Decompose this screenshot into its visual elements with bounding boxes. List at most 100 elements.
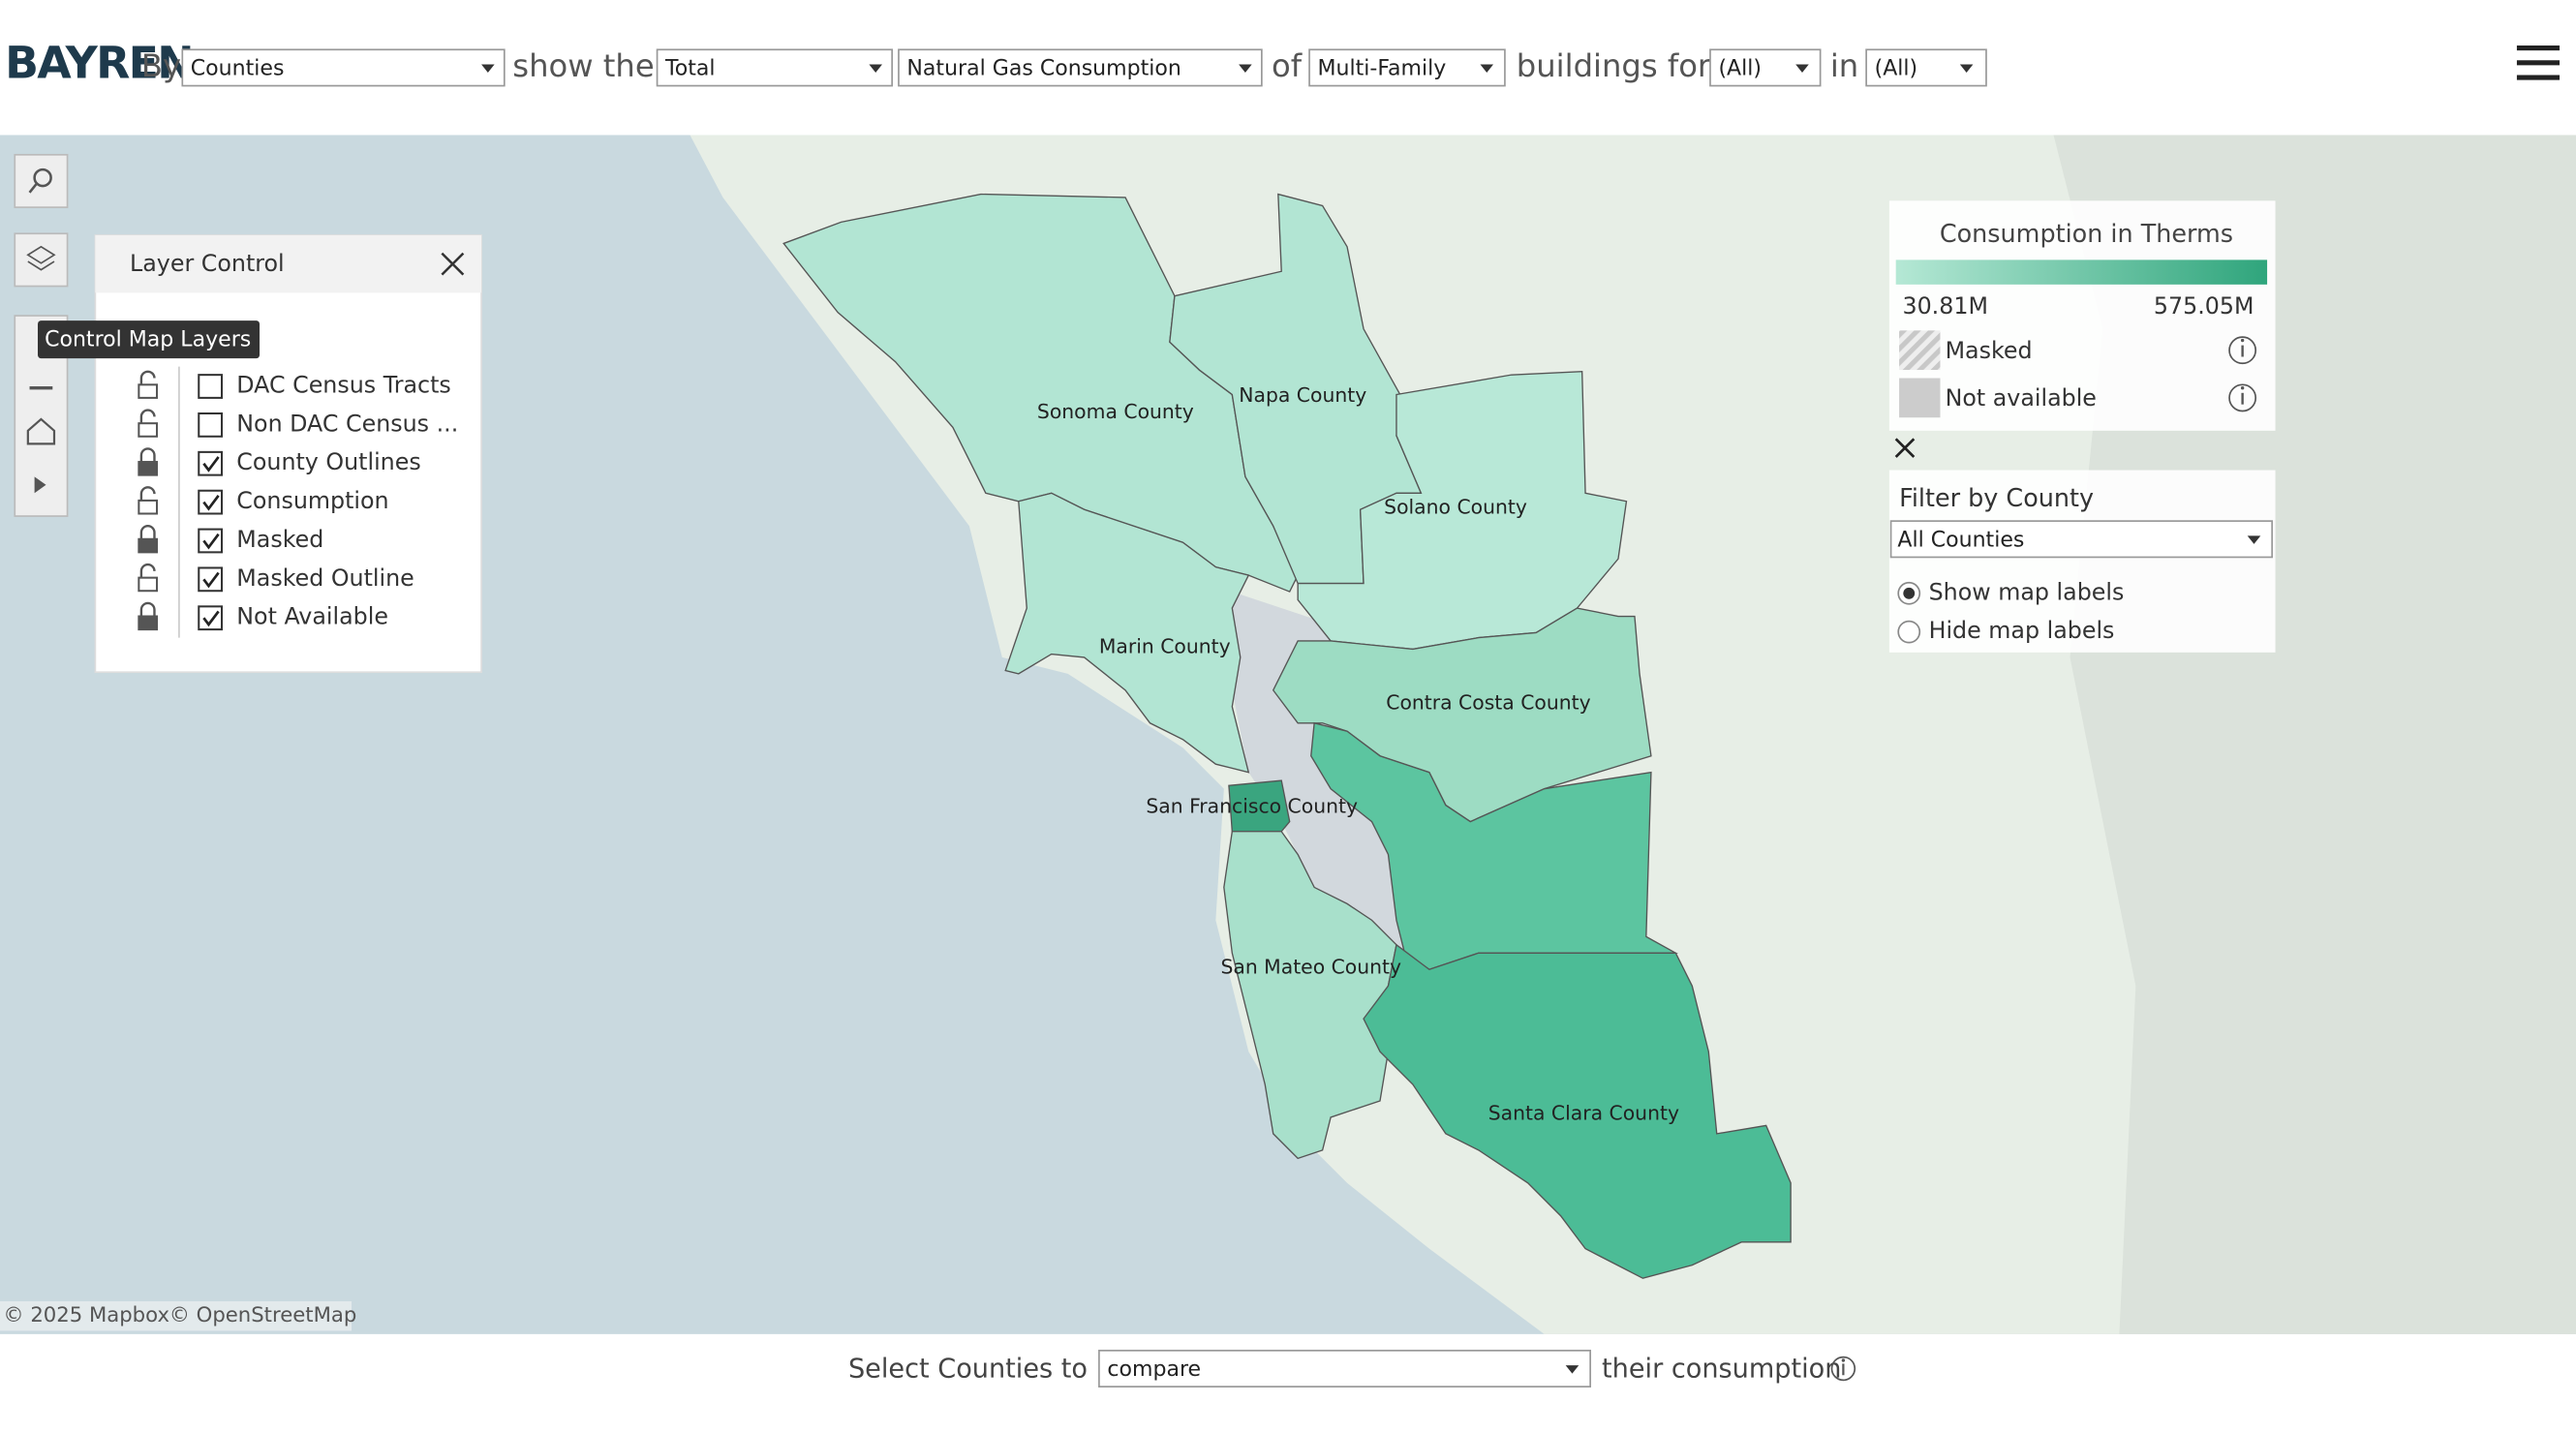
checkbox-box	[198, 489, 224, 515]
layer-name: Not Available	[236, 603, 388, 630]
play-button[interactable]	[34, 476, 46, 494]
checkbox[interactable]	[198, 489, 224, 515]
unlock-icon[interactable]	[138, 486, 159, 515]
lock-icon[interactable]	[138, 601, 159, 631]
county-contra-costa[interactable]	[1272, 607, 1652, 823]
info-icon[interactable]	[1830, 1356, 1856, 1382]
checkmark	[202, 495, 220, 511]
county-label: Santa Clara County	[1488, 1102, 1679, 1125]
layer-panel-title: Layer Control	[130, 250, 285, 277]
layer-name: Masked	[236, 526, 323, 553]
info-icon[interactable]	[2228, 383, 2257, 412]
header-text: of	[1272, 47, 1303, 84]
layer-name: County Outlines	[236, 448, 420, 475]
lock-body	[138, 576, 159, 593]
dropdown-arrow	[1480, 64, 1494, 73]
map-terrain	[2053, 135, 2576, 1334]
lock-body	[138, 383, 159, 399]
unlock-icon[interactable]	[138, 563, 159, 593]
lock-shackle	[139, 525, 156, 539]
attribution[interactable]: © OpenStreetMap	[169, 1302, 357, 1326]
lock-body	[138, 499, 159, 515]
checkbox[interactable]	[198, 605, 224, 631]
dropdown-arrow	[1959, 64, 1974, 73]
lock-shackle	[139, 370, 156, 385]
county-marin[interactable]	[1004, 492, 1250, 774]
layer-name: Non DAC Census ...	[236, 410, 458, 437]
dropdown-arrow	[869, 64, 882, 73]
logo: BAYREN	[5, 37, 193, 89]
close-button[interactable]	[441, 252, 465, 276]
footer-label: Select Counties to	[848, 1355, 1088, 1385]
checkmark	[202, 571, 220, 589]
radio[interactable]	[1897, 581, 1921, 605]
dropdown-value: All Counties	[1897, 528, 2024, 552]
dropdown[interactable]: Total	[656, 48, 894, 87]
header-text: show the	[512, 47, 654, 84]
dropdown[interactable]: (All)	[1709, 48, 1822, 87]
lock-body	[138, 422, 159, 438]
county-label: Solano County	[1384, 496, 1527, 519]
checkmark	[202, 456, 220, 473]
layer-name: Consumption	[236, 487, 388, 514]
layer-list: DAC Census Tracts Non DAC Census ... Count…	[138, 370, 458, 631]
checkbox[interactable]	[198, 566, 224, 593]
county-santa-clara[interactable]	[1363, 943, 1792, 1279]
checkbox[interactable]	[198, 412, 224, 438]
county-sonoma[interactable]	[782, 193, 1299, 593]
checkbox[interactable]	[198, 374, 224, 399]
header-text: in	[1830, 47, 1858, 84]
filter-title: Filter by County	[1899, 483, 2094, 512]
lock-shackle	[139, 447, 156, 463]
info-icon[interactable]	[2228, 336, 2257, 365]
checkbox[interactable]	[198, 528, 224, 554]
county-label: San Francisco County	[1146, 794, 1358, 817]
county-label: San Mateo County	[1220, 956, 1401, 979]
layers-button[interactable]	[14, 232, 69, 288]
lock-shackle	[139, 409, 156, 424]
radio-group: Show map labels Hide map labels	[1897, 578, 2124, 644]
checkbox-box	[198, 566, 224, 593]
masked-swatch	[1899, 330, 1941, 371]
lock-icon[interactable]	[138, 525, 159, 554]
dropdown-arrow	[481, 64, 495, 73]
checkmark	[202, 533, 220, 550]
home-button[interactable]	[26, 417, 56, 445]
lock-icon[interactable]	[138, 447, 159, 476]
checkbox-box	[198, 412, 224, 438]
county-labels: Sonoma County Napa County Solano County …	[1037, 383, 1679, 1124]
lock-body	[138, 615, 159, 631]
menu-button[interactable]	[2513, 43, 2561, 83]
dropdown-arrow	[1239, 64, 1252, 73]
lock-shackle	[139, 601, 156, 617]
county-san-francisco[interactable]	[1228, 779, 1291, 833]
county-label: Sonoma County	[1037, 400, 1194, 423]
lock-shackle	[139, 486, 156, 501]
checkmark	[202, 610, 220, 627]
dropdown-value: Counties	[191, 57, 285, 81]
attribution[interactable]: © 2025 Mapbox	[3, 1302, 169, 1326]
dropdown[interactable]: All Counties	[1889, 520, 2274, 559]
dropdown[interactable]: (All)	[1865, 48, 1987, 87]
dropdown[interactable]: Natural Gas Consumption	[898, 48, 1263, 87]
radio-label: Hide map labels	[1929, 617, 2115, 644]
layer-panel-header	[95, 234, 482, 293]
search-button[interactable]	[14, 153, 69, 208]
checkbox[interactable]	[198, 450, 224, 476]
dropdown-arrow	[2247, 535, 2261, 544]
lock-body	[138, 461, 159, 476]
radio[interactable]	[1897, 620, 1921, 644]
county-san-mateo[interactable]	[1223, 831, 1397, 1160]
close-button[interactable]	[1894, 438, 1916, 458]
dropdown[interactable]: compare	[1098, 1349, 1591, 1387]
dropdown[interactable]: Multi-Family	[1308, 48, 1506, 87]
unlock-icon[interactable]	[138, 409, 159, 438]
footer-label: their consumption	[1602, 1355, 1841, 1385]
header-text: buildings for	[1517, 47, 1711, 84]
unlock-icon[interactable]	[138, 370, 159, 399]
dropdown[interactable]: Counties	[181, 48, 506, 87]
dropdown-value: (All)	[1718, 57, 1762, 81]
tooltip: Control Map Layers	[38, 320, 261, 359]
filter: Filter by County All Counties Show map l…	[1888, 470, 2276, 653]
legend-panel	[1888, 200, 2276, 431]
